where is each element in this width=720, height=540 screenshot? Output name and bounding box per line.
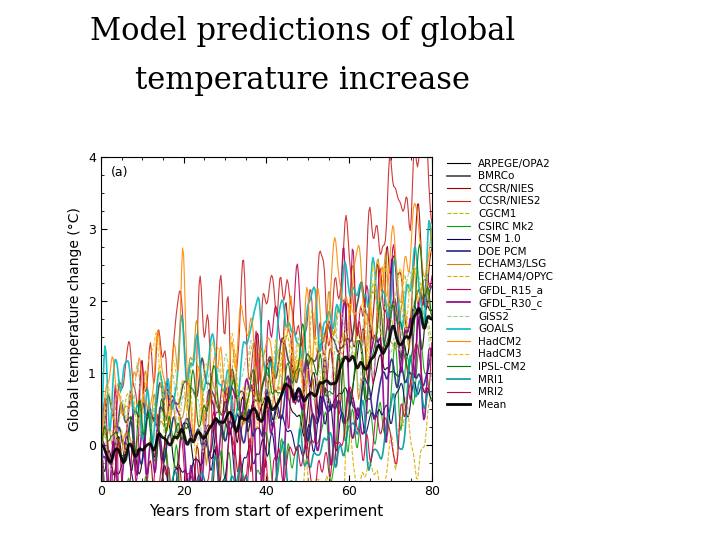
X-axis label: Years from start of experiment: Years from start of experiment xyxy=(149,504,384,519)
Y-axis label: Global temperature change (°C): Global temperature change (°C) xyxy=(68,207,82,430)
Text: temperature increase: temperature increase xyxy=(135,65,470,96)
Legend: ARPEGE/OPA2, BMRCo, CCSR/NIES, CCSR/NIES2, CGCM1, CSIRC Mk2, CSM 1.0, DOE PCM, E: ARPEGE/OPA2, BMRCo, CCSR/NIES, CCSR/NIES… xyxy=(447,159,554,410)
Text: Model predictions of global: Model predictions of global xyxy=(90,16,515,47)
Text: (a): (a) xyxy=(111,166,128,179)
